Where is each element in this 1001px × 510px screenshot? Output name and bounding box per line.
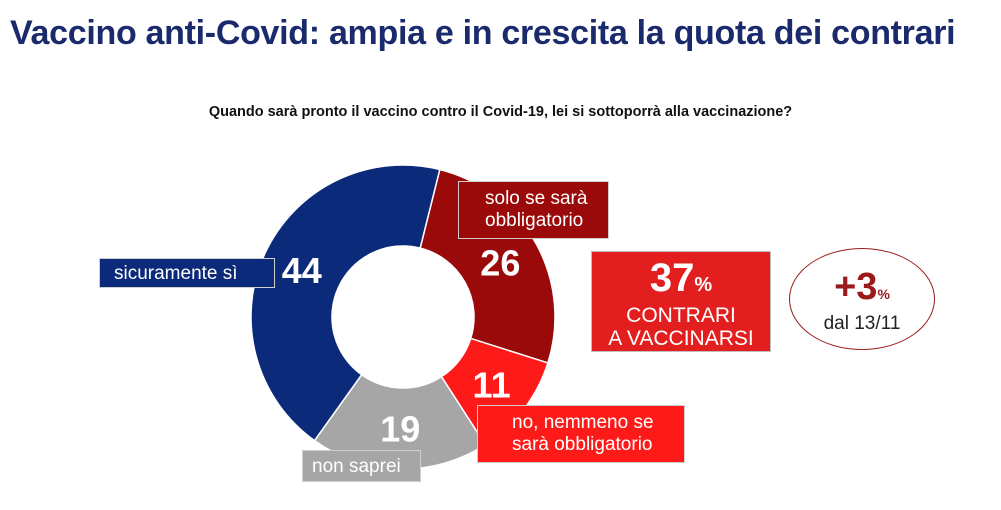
value-label-non-saprei: 19 bbox=[380, 408, 420, 449]
slice-sicuramente-si bbox=[250, 164, 441, 442]
delta-value-line: +3% bbox=[790, 267, 934, 314]
contrari-value-line: 37% bbox=[592, 256, 770, 307]
value-label-no-nemmeno: 11 bbox=[473, 365, 511, 406]
contrari-percent-sign: % bbox=[694, 274, 713, 296]
chart-title: Vaccino anti-Covid: ampia e in crescita … bbox=[10, 14, 956, 52]
delta-caption: dal 13/11 bbox=[823, 313, 901, 334]
delta-value: +3 bbox=[834, 266, 878, 308]
value-label-sicuramente-si: 44 bbox=[282, 250, 322, 291]
legend-label-solo-se-obbligatorio: solo se sarà obbligatorio bbox=[458, 181, 609, 239]
contrari-caption-line2: A VACCINARSI bbox=[608, 327, 754, 350]
value-label-solo-se-obbligatorio: 26 bbox=[480, 243, 520, 284]
contrari-value: 37 bbox=[649, 256, 695, 300]
delta-ellipse: +3% dal 13/11 bbox=[789, 248, 935, 350]
survey-question: Quando sarà pronto il vaccino contro il … bbox=[208, 104, 793, 120]
contrari-caption: CONTRARI A VACCINARSI bbox=[592, 304, 770, 350]
slice-non-saprei bbox=[313, 373, 487, 470]
contrari-callout-box: 37% CONTRARI A VACCINARSI bbox=[591, 251, 771, 352]
legend-label-sicuramente-si: sicuramente sì bbox=[99, 258, 275, 288]
delta-percent-sign: % bbox=[877, 286, 890, 302]
legend-label-non-saprei: non saprei bbox=[302, 450, 421, 482]
contrari-caption-line1: CONTRARI bbox=[626, 304, 736, 327]
legend-label-no-nemmeno: no, nemmeno se sarà obbligatorio bbox=[477, 405, 685, 463]
